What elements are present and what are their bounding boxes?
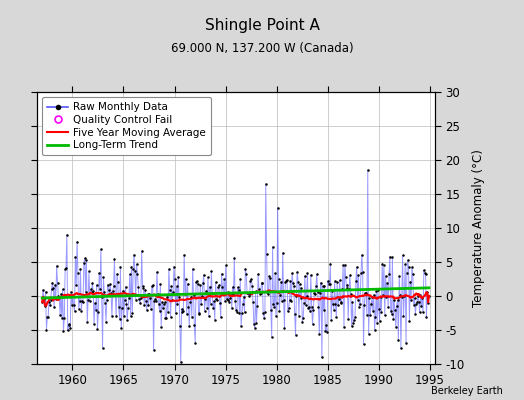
Text: Shingle Point A: Shingle Point A bbox=[204, 18, 320, 33]
Text: 69.000 N, 137.200 W (Canada): 69.000 N, 137.200 W (Canada) bbox=[171, 42, 353, 55]
Text: Berkeley Earth: Berkeley Earth bbox=[431, 386, 503, 396]
Y-axis label: Temperature Anomaly (°C): Temperature Anomaly (°C) bbox=[472, 149, 485, 307]
Legend: Raw Monthly Data, Quality Control Fail, Five Year Moving Average, Long-Term Tren: Raw Monthly Data, Quality Control Fail, … bbox=[42, 97, 211, 156]
